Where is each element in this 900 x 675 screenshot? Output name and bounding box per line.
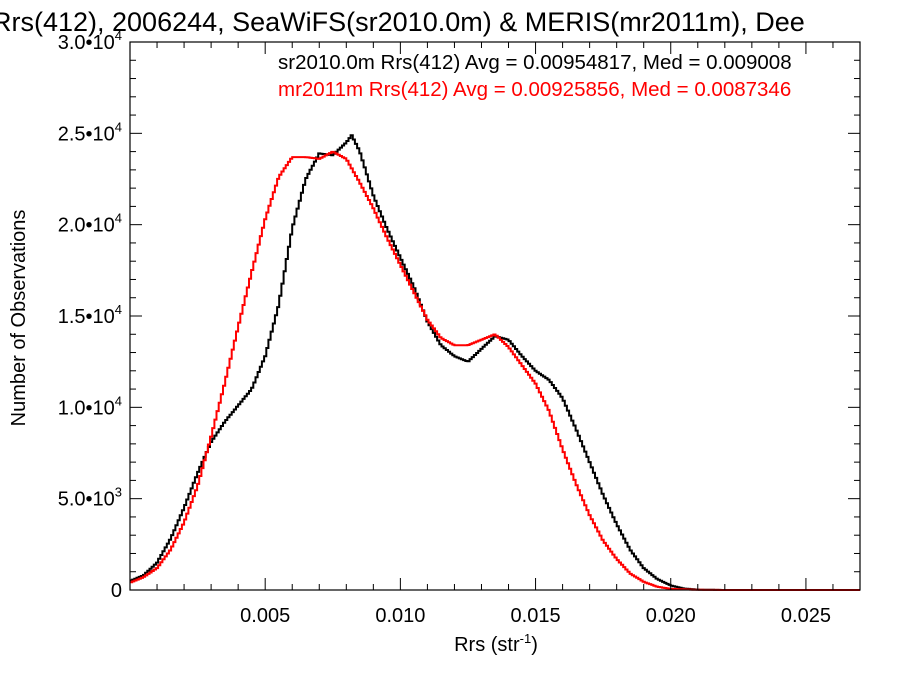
y-axis-label: Number of Observations (8, 210, 30, 427)
y-tick-label: 0 (111, 580, 122, 602)
y-tick-exponent: 3 (115, 485, 122, 500)
y-tick-mantissa: 5.0•10 (58, 489, 115, 511)
x-axis-label-end: ) (531, 634, 538, 656)
y-tick-label: 1.5•104 (58, 302, 122, 328)
y-tick-exponent: 4 (115, 393, 122, 408)
y-tick-mantissa: 1.5•10 (58, 306, 115, 328)
x-tick-label: 0.025 (781, 605, 831, 627)
y-tick-exponent: 4 (115, 302, 122, 317)
legend-entry-seawifs: sr2010.0m Rrs(412) Avg = 0.00954817, Med… (278, 51, 792, 74)
legend-entry-meris: mr2011m Rrs(412) Avg = 0.00925856, Med =… (278, 78, 791, 101)
chart-title: Rrs(412), 2006244, SeaWiFS(sr2010.0m) & … (0, 7, 805, 37)
y-tick-label: 2.5•104 (58, 119, 122, 145)
y-tick-exponent: 4 (115, 28, 122, 43)
y-tick-mantissa: 3.0•10 (58, 32, 115, 54)
y-tick-label: 2.0•104 (58, 211, 122, 237)
legend: sr2010.0m Rrs(412) Avg = 0.00954817, Med… (278, 51, 792, 101)
x-axis-label: Rrs (str-1) (454, 631, 538, 656)
x-tick-label: 0.015 (511, 605, 561, 627)
y-tick-mantissa: 0 (111, 580, 122, 602)
y-tick-mantissa: 2.5•10 (58, 123, 115, 145)
y-tick-label: 5.0•103 (58, 485, 122, 511)
series-line-1 (130, 150, 860, 591)
y-tick-exponent: 4 (115, 211, 122, 226)
y-tick-label: 1.0•104 (58, 393, 122, 419)
y-tick-mantissa: 1.0•10 (58, 397, 115, 419)
y-tick-label: 3.0•104 (58, 28, 122, 54)
series-line-0 (130, 134, 860, 591)
y-tick-mantissa: 2.0•10 (58, 215, 115, 237)
x-tick-label: 0.010 (375, 605, 425, 627)
y-tick-exponent: 4 (115, 119, 122, 134)
x-axis-label-main: Rrs (str (454, 634, 520, 656)
x-tick-label: 0.005 (240, 605, 290, 627)
x-tick-label: 0.020 (646, 605, 696, 627)
axes: 0.005 0.010 0.015 0.020 0.02505.0•1031.0•104… (58, 28, 861, 627)
x-axis-label-sup: -1 (520, 631, 532, 646)
plot-area (130, 134, 860, 591)
